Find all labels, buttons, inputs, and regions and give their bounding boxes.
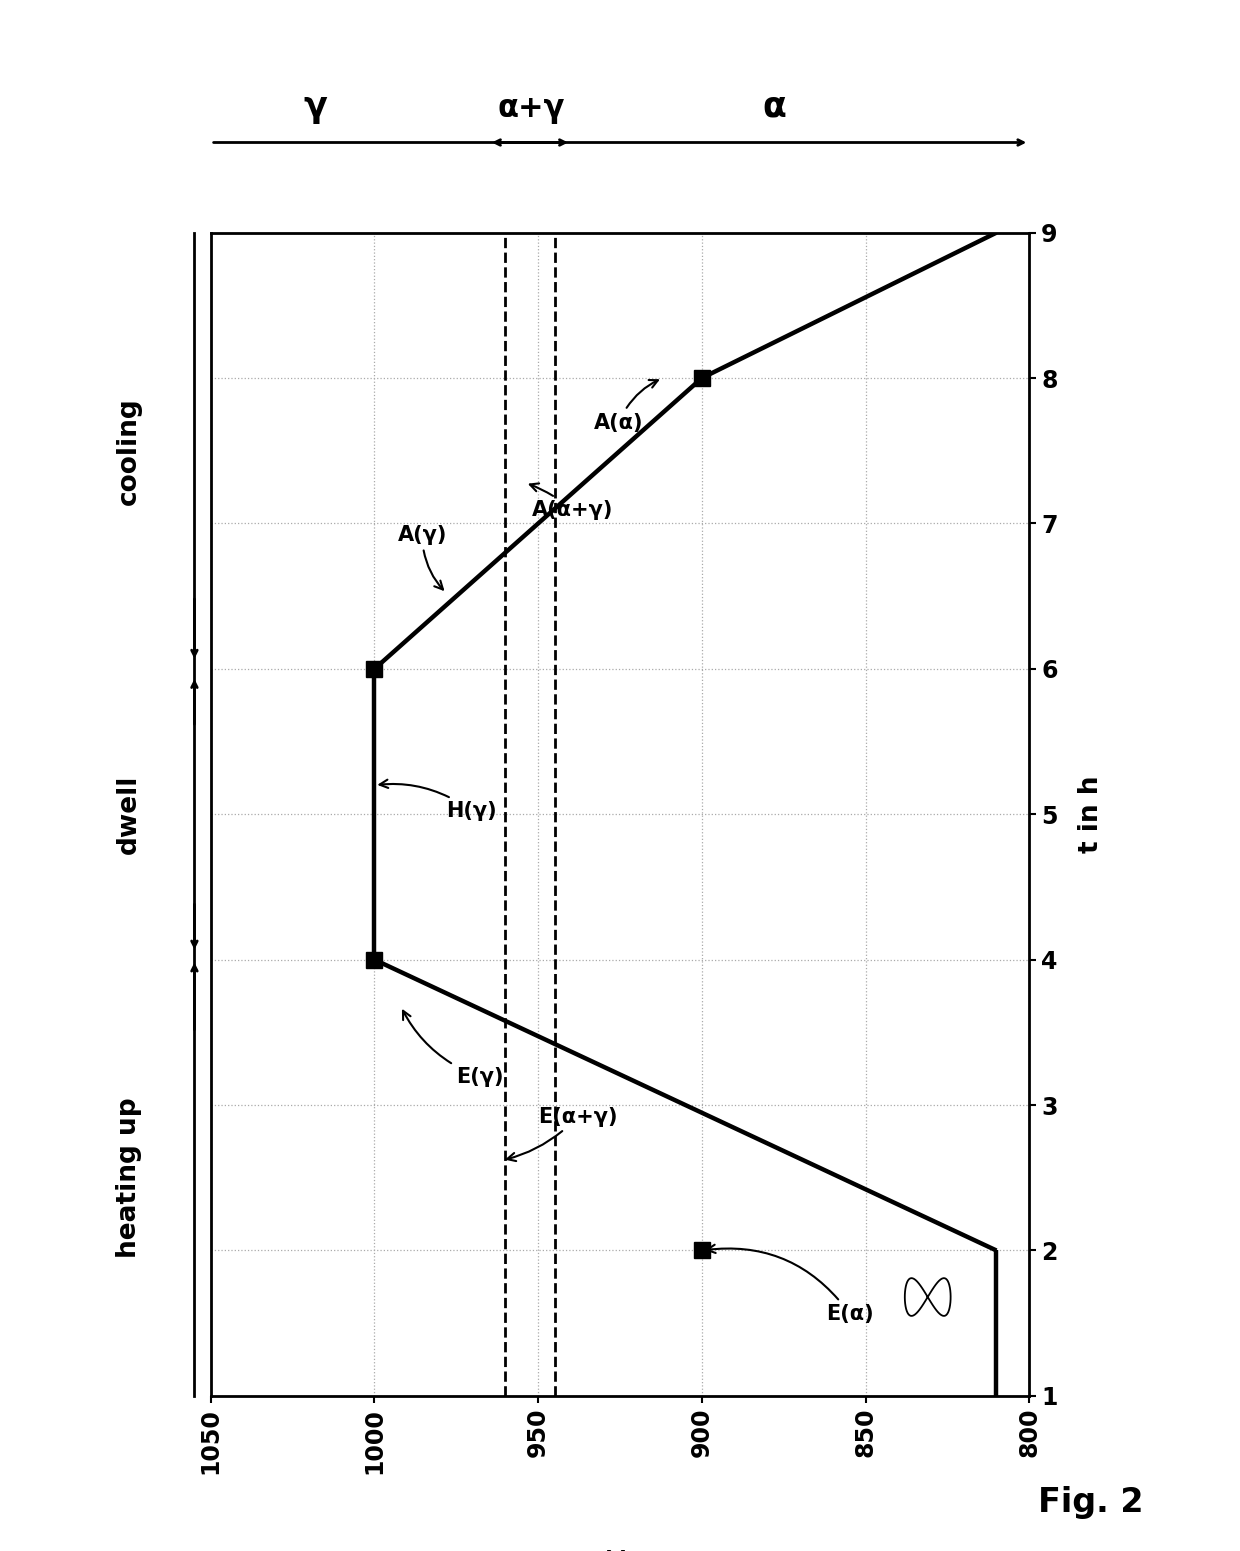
- Text: A(γ): A(γ): [397, 524, 446, 589]
- Text: A(α+γ): A(α+γ): [529, 484, 613, 520]
- Text: cooling: cooling: [117, 397, 141, 504]
- Text: heating up: heating up: [117, 1098, 141, 1258]
- X-axis label: T in °C: T in °C: [608, 1546, 632, 1551]
- Text: α+γ: α+γ: [498, 95, 565, 124]
- Text: H(γ): H(γ): [379, 780, 497, 820]
- Text: γ: γ: [304, 90, 327, 124]
- Text: E(γ): E(γ): [403, 1011, 503, 1087]
- Text: Fig. 2: Fig. 2: [1038, 1486, 1145, 1520]
- Y-axis label: t in h: t in h: [1079, 776, 1105, 853]
- Text: α: α: [761, 90, 786, 124]
- Text: dwell: dwell: [117, 774, 141, 855]
- Text: E(α): E(α): [707, 1245, 874, 1325]
- Text: A(α): A(α): [594, 380, 658, 433]
- Text: E(α+γ): E(α+γ): [507, 1106, 618, 1162]
